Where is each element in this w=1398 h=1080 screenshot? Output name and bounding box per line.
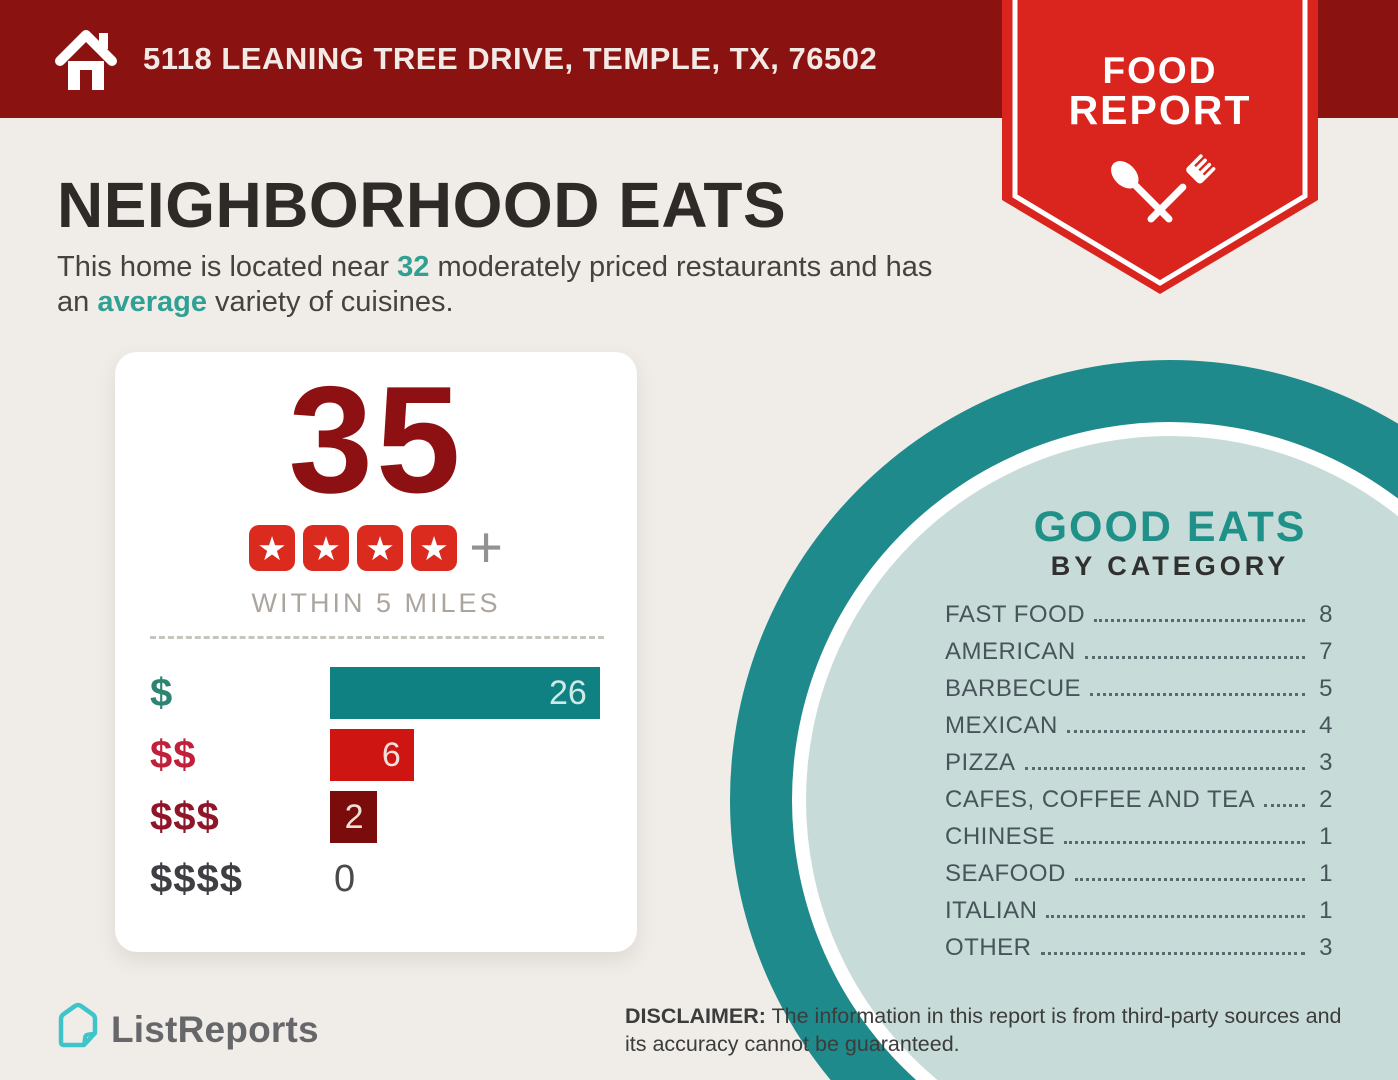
dot-leader [1064, 841, 1305, 844]
ribbon-line2: REPORT [1069, 87, 1252, 133]
category-label: MEXICAN [945, 712, 1058, 739]
category-value: 7 [1319, 638, 1333, 665]
good-eats-title: GOOD EATS [1033, 503, 1307, 551]
dot-leader [1066, 730, 1305, 733]
listreports-logo: ListReports [55, 1000, 319, 1059]
star-icon: ★ [303, 525, 350, 571]
price-tier-label: $ [150, 670, 174, 715]
category-value: 1 [1319, 897, 1333, 924]
star-icon: ★ [357, 525, 404, 571]
radius-label: WITHIN 5 MILES [251, 588, 501, 618]
page-title: NEIGHBORHOOD EATS [57, 169, 787, 241]
category-label: ITALIAN [945, 897, 1038, 924]
dot-leader [1094, 619, 1305, 622]
subtitle-text: moderately priced restaurants and has an [57, 251, 933, 319]
subtitle-text: This home is located near [57, 251, 398, 283]
spoon-fork-icon [1111, 154, 1216, 223]
price-tier-label: $$ [150, 732, 197, 777]
star-rating: ★ ★ ★ ★ [249, 525, 458, 571]
property-address: 5118 LEANING TREE DRIVE, TEMPLE, TX, 765… [143, 41, 878, 76]
bar-price-2: 6 [330, 729, 414, 781]
category-row: MEXICAN 4 [945, 712, 1333, 749]
price-row: $$ 6 [150, 724, 609, 786]
category-row: ITALIAN 1 [945, 897, 1333, 934]
good-eats-subtitle: BY CATEGORY [1050, 551, 1290, 581]
category-label: CAFES, COFFEE AND TEA [945, 786, 1256, 813]
page-subtitle: This home is located near 32 moderately … [57, 250, 967, 321]
plus-sign: + [469, 515, 503, 580]
dot-leader [1040, 952, 1305, 955]
category-label: CHINESE [945, 823, 1056, 850]
category-value: 1 [1319, 860, 1333, 887]
category-label: SEAFOOD [945, 860, 1066, 887]
rating-row: ★ ★ ★ ★ + [115, 515, 637, 580]
category-value: 3 [1319, 934, 1333, 961]
ribbon-line1: FOOD [1103, 50, 1218, 91]
disclaimer-label: DISCLAIMER: [625, 1004, 766, 1028]
price-row: $ 26 [150, 662, 609, 724]
category-value: 3 [1319, 749, 1333, 776]
category-row: OTHER 3 [945, 934, 1333, 971]
good-eats-category-list: FAST FOOD 8 AMERICAN 7 BARBECUE 5 MEXICAN 4 … [945, 601, 1333, 971]
category-value: 1 [1319, 823, 1333, 850]
category-value: 4 [1319, 712, 1333, 739]
category-value: 8 [1319, 601, 1333, 628]
bar-price-3: 2 [330, 791, 377, 843]
dot-leader [1084, 656, 1305, 659]
category-row: CAFES, COFFEE AND TEA 2 [945, 786, 1333, 823]
price-tier-label: $$$$ [150, 856, 243, 901]
bar-value: 2 [344, 797, 364, 836]
dot-leader [1046, 915, 1305, 918]
price-row: $$$$ 0 [150, 848, 609, 910]
listreports-wordmark: ListReports [111, 1008, 319, 1050]
restaurant-summary-card: 35 ★ ★ ★ ★ + WITHIN 5 MILES $ 26 $$ 6 $$$ 2… [115, 352, 637, 952]
home-icon [55, 25, 117, 98]
variety-highlight: average [97, 286, 207, 319]
price-row: $$$ 2 [150, 786, 609, 848]
category-label: FAST FOOD [945, 601, 1086, 628]
dot-leader [1264, 804, 1305, 807]
dot-leader [1090, 693, 1305, 696]
price-bar-chart: $ 26 $$ 6 $$$ 2 $$$$ 0 [150, 662, 609, 910]
price-tier-label: $$$ [150, 794, 220, 839]
restaurant-count: 35 [288, 355, 464, 525]
star-icon: ★ [411, 525, 458, 571]
category-row: CHINESE 1 [945, 823, 1333, 860]
category-row: BARBECUE 5 [945, 675, 1333, 712]
category-label: BARBECUE [945, 675, 1082, 702]
category-label: PIZZA [945, 749, 1016, 776]
disclaimer: DISCLAIMER: The information in this repo… [625, 1002, 1353, 1059]
star-icon: ★ [249, 525, 296, 571]
dot-leader [1074, 878, 1305, 881]
category-row: FAST FOOD 8 [945, 601, 1333, 638]
category-row: PIZZA 3 [945, 749, 1333, 786]
bar-price-1: 26 [330, 667, 600, 719]
category-label: OTHER [945, 934, 1032, 961]
bar-value-zero: 0 [334, 857, 356, 900]
bar-value: 6 [381, 735, 401, 774]
category-row: AMERICAN 7 [945, 638, 1333, 675]
dot-leader [1024, 767, 1305, 770]
restaurant-count-highlight: 32 [397, 251, 430, 283]
disclaimer-text: The information in this report is from t… [625, 1004, 1342, 1057]
dashed-divider [150, 636, 604, 639]
category-value: 5 [1319, 675, 1333, 702]
listreports-house-icon [55, 1000, 101, 1059]
category-value: 2 [1319, 786, 1333, 813]
food-report-ribbon: FOOD REPORT [1002, 0, 1318, 296]
category-row: SEAFOOD 1 [945, 860, 1333, 897]
subtitle-text: variety of cuisines. [206, 286, 454, 319]
category-label: AMERICAN [945, 638, 1076, 665]
bar-value: 26 [548, 673, 587, 712]
